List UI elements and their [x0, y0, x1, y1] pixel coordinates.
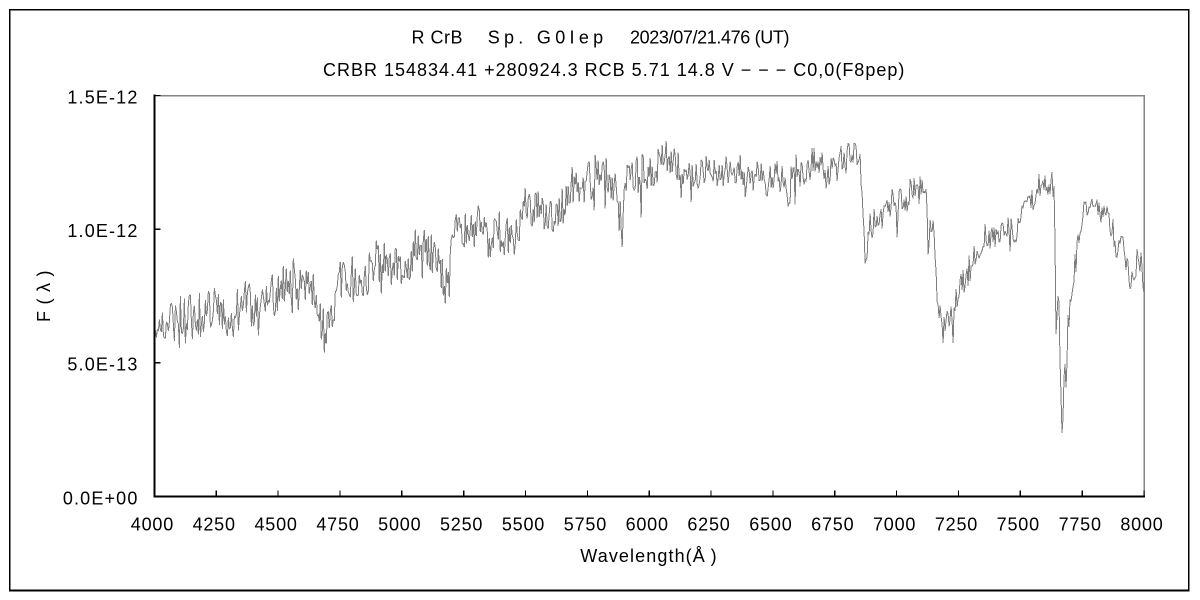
svg-text:1.5E-12: 1.5E-12	[67, 87, 138, 107]
svg-text:6750: 6750	[811, 515, 854, 535]
svg-text:6500: 6500	[749, 515, 792, 535]
svg-text:F(λ): F(λ)	[34, 264, 54, 322]
svg-text:4750: 4750	[316, 515, 359, 535]
svg-text:7500: 7500	[997, 515, 1040, 535]
svg-text:Wavelength(Å ): Wavelength(Å )	[580, 546, 717, 566]
svg-text:5250: 5250	[440, 515, 483, 535]
svg-text:Sp. G0Iep: Sp. G0Iep	[488, 28, 608, 48]
svg-text:R CrB: R CrB	[412, 28, 464, 48]
svg-text:7000: 7000	[873, 515, 916, 535]
svg-text:1.0E-12: 1.0E-12	[67, 221, 138, 241]
svg-text:6250: 6250	[687, 515, 730, 535]
svg-text:7750: 7750	[1059, 515, 1102, 535]
svg-text:5500: 5500	[502, 515, 545, 535]
svg-text:6000: 6000	[626, 515, 669, 535]
svg-text:5750: 5750	[564, 515, 607, 535]
svg-text:CRBR 154834.41 +280924.3 RCB 5: CRBR 154834.41 +280924.3 RCB 5.71 14.8 V…	[323, 60, 905, 80]
svg-text:8000: 8000	[1120, 515, 1163, 535]
svg-text:7250: 7250	[935, 515, 978, 535]
svg-text:4000: 4000	[131, 515, 174, 535]
svg-text:5.0E-13: 5.0E-13	[67, 355, 138, 375]
svg-text:4500: 4500	[254, 515, 297, 535]
svg-text:0.0E+00: 0.0E+00	[63, 488, 139, 508]
svg-text:5000: 5000	[378, 515, 421, 535]
svg-text:4250: 4250	[193, 515, 236, 535]
svg-text:2023/07/21.476 (UT): 2023/07/21.476 (UT)	[630, 28, 789, 48]
